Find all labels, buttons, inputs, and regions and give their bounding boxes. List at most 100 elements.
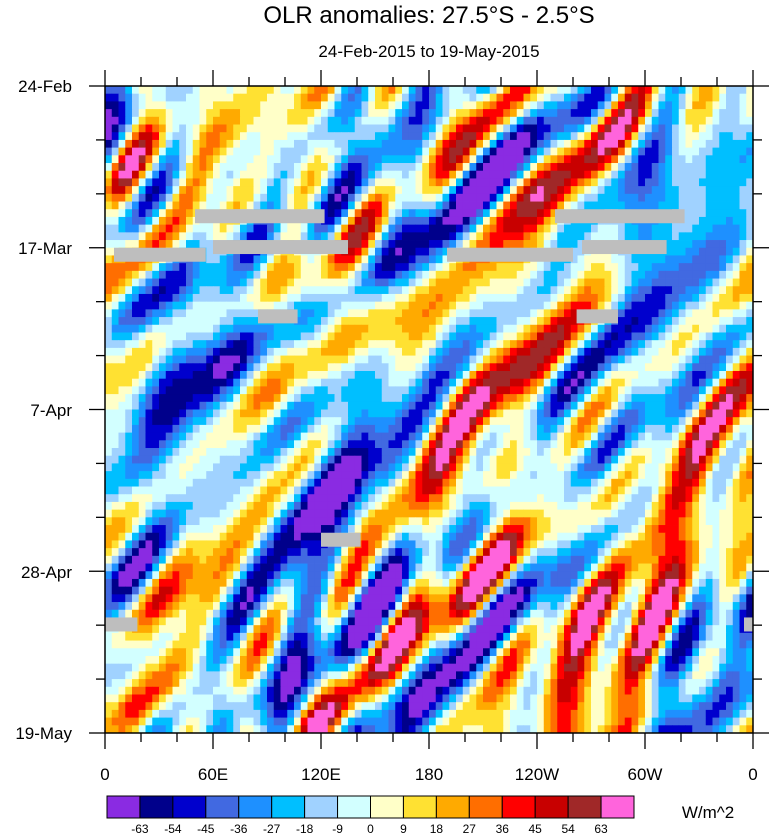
heatmap-cell	[516, 378, 524, 387]
heatmap-cell	[739, 478, 747, 487]
heatmap-cell	[469, 401, 477, 410]
heatmap-cell	[375, 186, 383, 195]
heatmap-cell	[253, 355, 261, 364]
heatmap-cell	[658, 286, 666, 295]
heatmap-cell	[584, 463, 592, 472]
heatmap-cell	[537, 432, 545, 441]
heatmap-cell	[699, 448, 707, 457]
heatmap-cell	[273, 378, 281, 387]
heatmap-cell	[746, 109, 754, 118]
heatmap-cell	[604, 386, 612, 395]
heatmap-cell	[111, 301, 119, 310]
heatmap-cell	[132, 278, 140, 287]
heatmap-cell	[591, 455, 599, 464]
heatmap-cell	[469, 386, 477, 395]
heatmap-cell	[125, 124, 133, 133]
heatmap-cell	[678, 378, 686, 387]
heatmap-cell	[719, 478, 727, 487]
heatmap-cell	[469, 394, 477, 403]
heatmap-cell	[692, 124, 700, 133]
heatmap-cell	[240, 224, 248, 233]
heatmap-cell	[327, 201, 335, 210]
heatmap-cell	[368, 417, 376, 426]
heatmap-cell	[570, 424, 578, 433]
heatmap-cell	[638, 255, 646, 264]
heatmap-cell	[483, 432, 491, 441]
heatmap-cell	[597, 186, 605, 195]
heatmap-cell	[651, 232, 659, 241]
heatmap-cell	[321, 93, 329, 102]
heatmap-cell	[172, 386, 180, 395]
heatmap-cell	[111, 93, 119, 102]
heatmap-cell	[165, 378, 173, 387]
heatmap-cell	[233, 193, 241, 202]
heatmap-cell	[159, 317, 167, 326]
heatmap-cell	[395, 370, 403, 380]
heatmap-cell	[678, 224, 686, 233]
heatmap-cell	[550, 301, 558, 310]
heatmap-cell	[665, 363, 673, 372]
heatmap-cell	[537, 109, 545, 118]
heatmap-cell	[132, 163, 140, 172]
heatmap-cell	[152, 86, 160, 95]
heatmap-cell	[483, 293, 491, 303]
heatmap-cell	[105, 155, 113, 164]
heatmap-cell	[219, 132, 227, 141]
heatmap-cell	[233, 324, 241, 333]
heatmap-cell	[138, 224, 146, 233]
heatmap-cell	[577, 132, 585, 141]
heatmap-cell	[530, 155, 538, 164]
heatmap-cell	[321, 178, 329, 187]
heatmap-cell	[739, 163, 747, 172]
heatmap-cell	[145, 240, 153, 249]
heatmap-cell	[645, 378, 653, 387]
heatmap-cell	[314, 455, 322, 464]
heatmap-cell	[381, 216, 389, 226]
heatmap-cell	[186, 263, 194, 272]
heatmap-cell	[496, 432, 504, 441]
heatmap-cell	[732, 417, 740, 426]
heatmap-cell	[462, 170, 470, 179]
heatmap-cell	[435, 278, 443, 287]
heatmap-cell	[496, 263, 504, 272]
heatmap-cell	[253, 332, 261, 341]
heatmap-cell	[739, 324, 747, 333]
heatmap-cell	[624, 340, 632, 349]
heatmap-cell	[645, 155, 653, 164]
heatmap-cell	[483, 278, 491, 287]
heatmap-cell	[712, 340, 720, 349]
heatmap-cell	[503, 101, 511, 110]
heatmap-cell	[138, 317, 146, 326]
heatmap-cell	[699, 409, 707, 418]
heatmap-cell	[665, 147, 673, 156]
heatmap-cell	[287, 116, 295, 125]
heatmap-cell	[638, 309, 646, 318]
heatmap-cell	[739, 301, 747, 310]
heatmap-cell	[705, 216, 713, 226]
heatmap-cell	[584, 378, 592, 387]
heatmap-cell	[638, 193, 646, 202]
heatmap-cell	[685, 116, 693, 125]
heatmap-cell	[287, 440, 295, 449]
heatmap-cell	[618, 424, 626, 433]
heatmap-cell	[199, 132, 207, 141]
heatmap-cell	[273, 463, 281, 472]
heatmap-cell	[557, 370, 565, 380]
heatmap-cell	[334, 293, 342, 303]
heatmap-cell	[435, 424, 443, 433]
heatmap-cell	[665, 455, 673, 464]
heatmap-cell	[543, 186, 551, 195]
heatmap-cell	[395, 263, 403, 272]
heatmap-cell	[172, 455, 180, 464]
heatmap-cell	[145, 116, 153, 125]
heatmap-cell	[442, 293, 450, 303]
heatmap-cell	[179, 270, 187, 279]
heatmap-cell	[206, 186, 214, 195]
heatmap-cell	[672, 394, 680, 403]
heatmap-cell	[584, 440, 592, 449]
heatmap-cell	[402, 448, 410, 457]
heatmap-cell	[604, 463, 612, 472]
heatmap-cell	[273, 232, 281, 241]
heatmap-cell	[584, 132, 592, 141]
heatmap-cell	[307, 370, 315, 380]
